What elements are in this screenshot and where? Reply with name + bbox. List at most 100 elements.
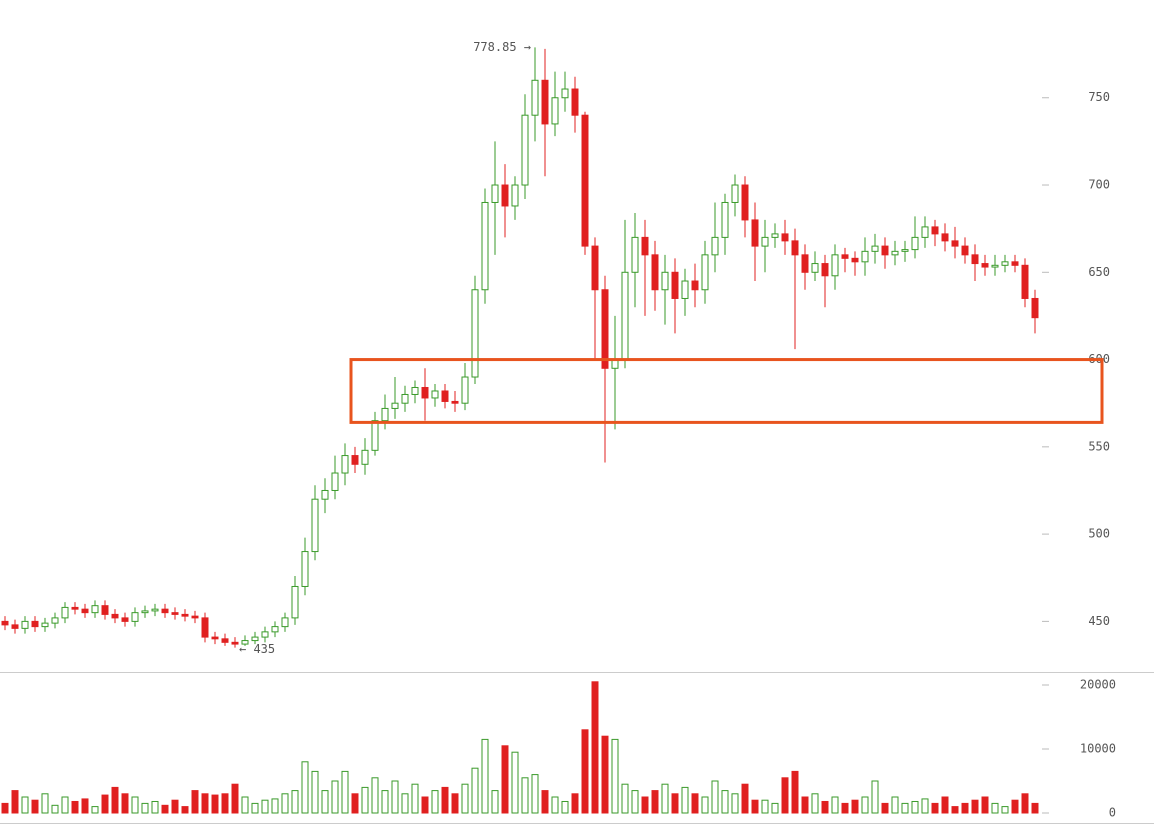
volume-bar (641, 796, 649, 814)
volume-bar (781, 777, 789, 814)
candle-body (441, 390, 449, 402)
candle-body (481, 201, 489, 291)
volume-bar (1021, 793, 1029, 814)
candle-body (141, 610, 149, 614)
candle-body (651, 254, 659, 291)
candle-body (201, 617, 209, 638)
volume-bar (451, 793, 459, 814)
volume-bar (841, 802, 849, 814)
volume-bar (401, 793, 409, 814)
candle-body (821, 263, 829, 277)
volume-bar (911, 800, 919, 814)
candle-body (31, 620, 39, 628)
volume-bar (301, 761, 309, 814)
volume-bar (151, 800, 159, 814)
candle-body (801, 254, 809, 273)
volume-bar (811, 793, 819, 814)
volume-bar (261, 799, 269, 814)
candle-body (101, 605, 109, 615)
volume-bar (1031, 802, 1039, 814)
volume-bar (801, 796, 809, 814)
volume-bar (161, 804, 169, 814)
volume-bar (61, 796, 69, 814)
candle-body (791, 240, 799, 256)
candle-body (381, 407, 389, 422)
candle-body (921, 226, 929, 238)
candle-body (751, 219, 759, 247)
candle-body (161, 608, 169, 614)
volume-bar (851, 799, 859, 814)
candle-body (811, 263, 819, 273)
volume-bar (791, 770, 799, 814)
volume-bar (611, 738, 619, 814)
candle-body (551, 97, 559, 125)
candle-body (471, 289, 479, 378)
volume-bar (101, 794, 109, 814)
volume-bar (461, 783, 469, 814)
volume-bar (361, 786, 369, 814)
candle-body (941, 233, 949, 242)
candle-body (981, 263, 989, 268)
volume-bar (221, 793, 229, 814)
candle-body (71, 606, 79, 610)
volume-bar (661, 783, 669, 814)
volume-bar (421, 796, 429, 814)
volume-bar (621, 783, 629, 814)
candle-body (21, 620, 29, 629)
y-tick-label: 450 (1088, 614, 1110, 628)
candle-body (1, 620, 9, 626)
candle-body (721, 201, 729, 238)
candle-body (901, 249, 909, 252)
volume-bar (731, 793, 739, 814)
volume-bar (831, 796, 839, 814)
volume-bar (191, 790, 199, 814)
candle-body (391, 402, 399, 409)
volume-bar (381, 790, 389, 814)
candle-body (891, 250, 899, 256)
candle-body (1021, 264, 1029, 299)
candle-body (431, 390, 439, 399)
candle-body (61, 606, 69, 619)
volume-bar (531, 774, 539, 814)
candle-body (701, 254, 709, 291)
candle-body (841, 254, 849, 259)
candle-body (881, 245, 889, 256)
candle-body (301, 551, 309, 587)
volume-bar (141, 802, 149, 814)
volume-bar (601, 735, 609, 814)
candle-body (781, 233, 789, 242)
candle-body (851, 257, 859, 263)
volume-bar (281, 793, 289, 814)
volume-bar (11, 790, 19, 814)
candle-body (691, 280, 699, 291)
candle-body (411, 386, 419, 395)
candle-body (741, 184, 749, 221)
candle-body (631, 236, 639, 273)
candle-body (251, 636, 259, 642)
volume-bar (951, 806, 959, 814)
volume-bar (291, 790, 299, 814)
candle-body (991, 264, 999, 268)
volume-bar (881, 802, 889, 814)
volume-bar (331, 780, 339, 814)
candle-body (831, 254, 839, 277)
candle-body (871, 245, 879, 252)
volume-bar (351, 793, 359, 814)
candle-body (351, 455, 359, 465)
volume-bar (941, 796, 949, 814)
candle-body (571, 88, 579, 116)
candle-body (231, 641, 239, 645)
y-tick-label: 550 (1088, 439, 1110, 453)
volume-bar (561, 800, 569, 814)
volume-bar (1, 802, 9, 814)
volume-bar (651, 790, 659, 814)
volume-bar (51, 804, 59, 814)
y-tick-label: 500 (1088, 527, 1110, 541)
candle-body (911, 236, 919, 251)
volume-bar (181, 806, 189, 814)
volume-bar (961, 802, 969, 814)
volume-bar (701, 796, 709, 814)
y2-tick-label: 20000 (1080, 678, 1116, 692)
candle-body (171, 612, 179, 615)
candle-body (661, 271, 669, 291)
